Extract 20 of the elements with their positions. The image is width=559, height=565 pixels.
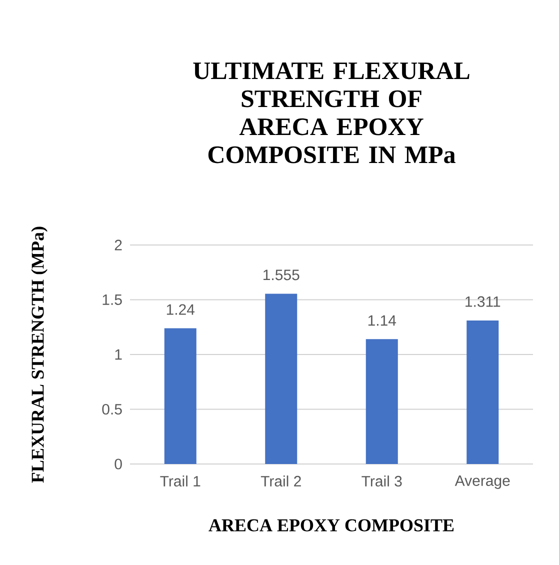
x-axis-title: ARECA EPOXY COMPOSITE xyxy=(208,519,454,532)
x-tick-label: Trail 3 xyxy=(362,476,402,487)
data-label: 1.14 xyxy=(368,315,396,326)
data-label: 1.24 xyxy=(166,304,195,315)
y-tick-label: 0.5 xyxy=(102,404,122,415)
bar xyxy=(164,328,196,464)
y-tick-label: 2 xyxy=(114,240,122,250)
y-tick-label: 1.5 xyxy=(102,294,122,305)
x-tick-label: Trail 2 xyxy=(260,476,301,487)
data-label: 1.311 xyxy=(466,296,500,307)
x-tick-label: Trail 1 xyxy=(160,476,200,487)
bar xyxy=(265,294,298,464)
chart-title: ULTIMATE FLEXURAL STRENGTH OF ARECA EPOXY COMPOSITE IN MPa xyxy=(193,62,470,164)
x-tick-label: Average xyxy=(454,476,510,489)
y-tick-label: 0 xyxy=(114,458,122,470)
bar xyxy=(366,339,398,464)
y-tick-label: 1 xyxy=(115,349,122,360)
bar xyxy=(466,320,499,464)
data-label: 1.555 xyxy=(264,270,300,280)
y-axis-title: FLEXURAL STRENGTH (MPa) xyxy=(31,226,48,483)
